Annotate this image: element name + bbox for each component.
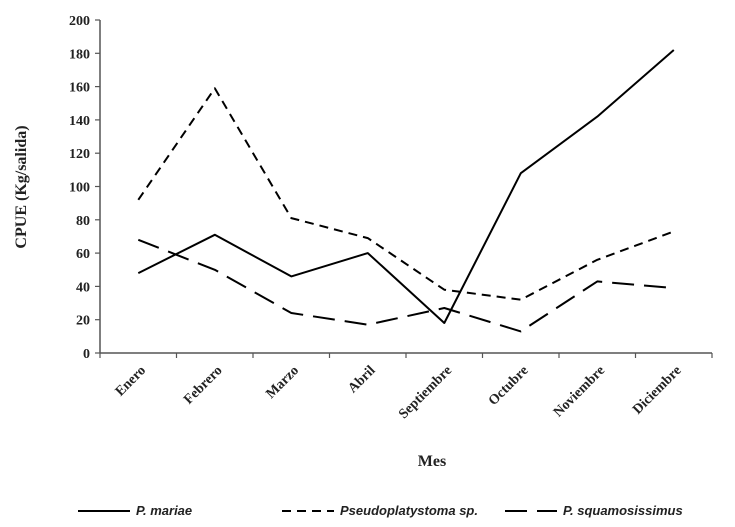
- x-tick-label: Noviembre: [551, 363, 608, 420]
- legend: P. mariae Pseudoplatystoma sp. P. squamosi…: [78, 503, 683, 518]
- axes: [99, 20, 712, 354]
- x-axis-label: Mes: [418, 453, 446, 470]
- x-tick-label: Enero: [113, 363, 149, 399]
- legend-label-2: P. squamosissimus: [563, 503, 683, 518]
- x-tick-label: Diciembre: [630, 363, 684, 417]
- series-line-2: [137, 238, 674, 333]
- x-ticks: Enero Febrero Marzo Abril Septiembre Octubre N…: [99, 353, 713, 422]
- y-tick-label: 200: [69, 14, 90, 29]
- y-tick-label: 80: [76, 214, 90, 229]
- y-tick-label: 180: [69, 47, 90, 62]
- y-axis-label: CPUE (Kg/salida): [13, 125, 30, 248]
- y-tick-label: 60: [76, 247, 90, 262]
- x-tick-label: Octubre: [486, 363, 532, 409]
- y-tick-label: 160: [69, 81, 90, 96]
- y-tick-label: 140: [69, 114, 90, 129]
- series-line-1: [137, 87, 675, 301]
- series-line-0: [137, 49, 675, 324]
- series-lines: [137, 49, 675, 333]
- y-tick-label: 120: [69, 147, 90, 162]
- legend-label-1: Pseudoplatystoma sp.: [340, 503, 478, 518]
- x-tick-label: Febrero: [181, 363, 225, 407]
- y-tick-label: 40: [76, 280, 90, 295]
- x-tick-label: Septiembre: [396, 363, 455, 422]
- y-tick-label: 0: [83, 347, 90, 362]
- x-tick-label: Marzo: [263, 363, 302, 402]
- y-tick-label: 100: [69, 181, 90, 196]
- x-tick-label: Abril: [345, 363, 378, 396]
- y-ticks: 0 20 40 60 80 100 120 140 160 180 200: [69, 14, 100, 362]
- y-tick-label: 20: [76, 314, 90, 329]
- legend-label-0: P. mariae: [136, 503, 192, 518]
